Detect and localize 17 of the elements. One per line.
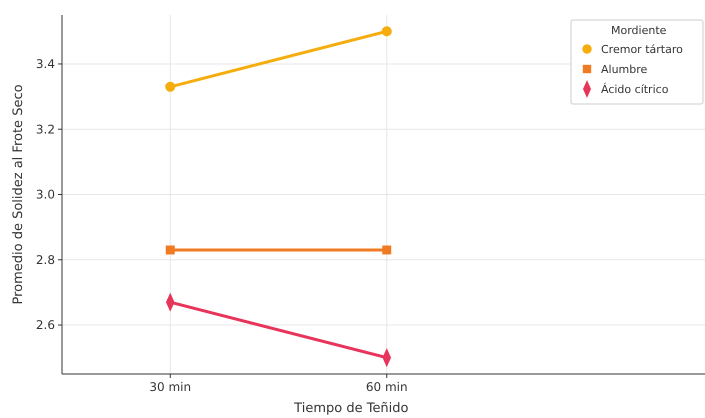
point <box>165 82 176 92</box>
y-axis-title: Promedio de Solidez al Frote Seco <box>11 84 26 305</box>
legend-label: Alumbre <box>601 62 648 76</box>
y-tick-label: 2.6 <box>36 318 55 332</box>
point <box>166 246 175 254</box>
x-tick-label: 60 min <box>366 380 408 394</box>
y-tick-label: 2.8 <box>36 252 55 267</box>
y-tick-label: 3.0 <box>36 188 55 202</box>
legend-title: Mordiente <box>611 24 667 37</box>
point <box>382 246 392 254</box>
point <box>382 26 392 36</box>
x-axis-title: Tiempo de Teñido <box>293 401 409 416</box>
y-tick-label: 3.4 <box>36 57 55 72</box>
x-tick-label: 30 min <box>149 380 192 394</box>
legend-label: Cremor tártaro <box>601 42 684 56</box>
legend-label: Ácido cítrico <box>601 82 669 96</box>
y-tick-label: 3.2 <box>36 122 55 136</box>
